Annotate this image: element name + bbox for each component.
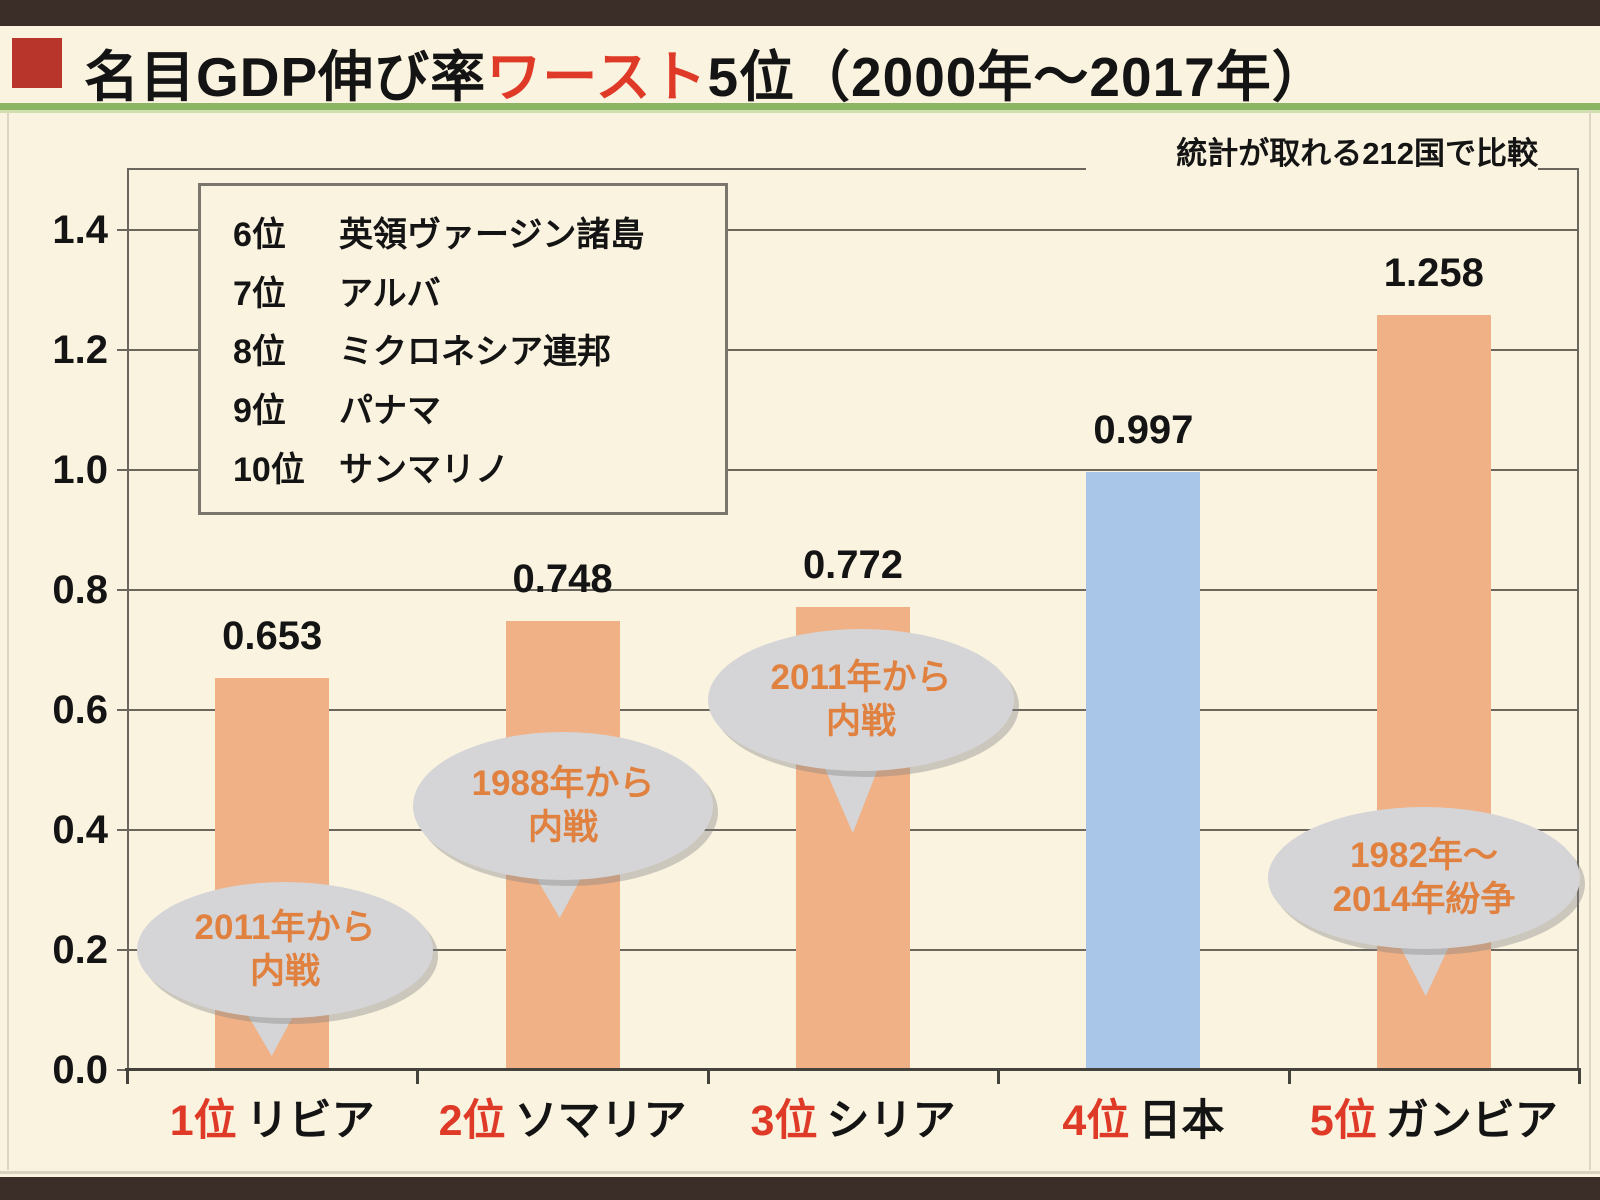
bottom-frame-bar <box>0 1177 1600 1200</box>
title-highlight: ワースト <box>486 46 708 108</box>
x-label-rank: 2位 <box>438 1097 506 1145</box>
y-tick-label: 0.0 <box>52 1048 108 1092</box>
y-tick-mark <box>117 709 127 711</box>
y-tick-mark <box>117 469 127 471</box>
bar-value-label: 0.772 <box>802 542 904 587</box>
x-axis-label: 4位 日本 <box>998 1086 1288 1148</box>
y-tick-mark <box>117 949 127 951</box>
bar-value-label: 0.997 <box>1093 407 1194 452</box>
x-label-rank: 4位 <box>1062 1097 1130 1145</box>
legend-row: 10位 サンマリノ <box>233 442 717 491</box>
legend-name: ミクロネシア連邦 <box>339 333 611 372</box>
y-tick-mark <box>117 349 127 351</box>
plot-area <box>127 168 1579 1070</box>
x-label-name: ソマリア <box>514 1097 687 1145</box>
speech-bubble-text: 内戦 <box>527 808 598 847</box>
legend-name: サンマリノ <box>339 451 509 490</box>
x-boundary-tick <box>706 1070 710 1084</box>
x-label-rank: 5位 <box>1309 1097 1377 1145</box>
y-tick-label: 1.0 <box>52 448 108 492</box>
title-prefix: 名目GDP伸び率 <box>84 46 487 108</box>
bar-value-label: 0.748 <box>512 557 613 602</box>
speech-bubble-text: 2011年から <box>194 908 376 948</box>
legend-rank: 6位 <box>233 215 286 254</box>
x-axis-line <box>125 1068 1581 1071</box>
ranking-legend-box: 6位 英領ヴァージン諸島 7位 アルバ 8位 ミクロネシア連邦 9位 パナマ 10位 サンマリノ <box>198 183 728 515</box>
slide-right-edge <box>1589 110 1591 1170</box>
speech-bubble-text: 2014年紛争 <box>1332 880 1516 919</box>
x-boundary-tick <box>1578 1070 1581 1084</box>
y-tick-label: 1.4 <box>52 208 108 252</box>
title-bullet-square <box>12 38 62 88</box>
gridline-1.0 <box>129 469 1577 471</box>
gridline-0.8 <box>129 589 1577 591</box>
y-tick-mark <box>117 589 127 591</box>
speech-bubble: 2011年から 内戦 <box>137 882 433 1018</box>
slide-bottom-edge <box>0 1171 1600 1174</box>
gridline-1.2 <box>129 349 1577 351</box>
y-tick-mark <box>117 229 127 231</box>
slide-left-edge <box>7 110 9 1170</box>
x-axis-label: 1位 リビア <box>127 1086 417 1148</box>
legend-name: アルバ <box>339 274 441 313</box>
speech-bubble: 1988年から 内戦 <box>413 732 713 880</box>
y-tick-label: 0.4 <box>52 808 108 852</box>
title-suffix: 5位（2000年〜2017年） <box>707 46 1328 108</box>
x-label-name: リビア <box>245 1097 375 1145</box>
legend-row: 6位 英領ヴァージン諸島 <box>233 207 717 256</box>
title-divider-line <box>0 103 1600 113</box>
bar-rank-4 <box>1086 471 1201 1070</box>
x-boundary-tick <box>1287 1070 1291 1084</box>
legend-rank: 7位 <box>233 274 286 313</box>
x-label-rank: 3位 <box>750 1097 818 1145</box>
y-tick-mark <box>117 1069 127 1071</box>
legend-row: 7位 アルバ <box>233 266 717 315</box>
x-label-rank: 1位 <box>169 1097 237 1145</box>
y-tick-mark <box>117 829 127 831</box>
bar-value-label: 1.258 <box>1383 251 1484 296</box>
x-label-name: シリア <box>826 1097 956 1145</box>
x-axis-label: 5位 ガンビア <box>1289 1086 1579 1148</box>
x-label-name: ガンビア <box>1385 1097 1558 1145</box>
legend-rank: 9位 <box>233 392 286 431</box>
speech-bubble: 1982年〜 2014年紛争 <box>1268 807 1580 949</box>
legend-name: 英領ヴァージン諸島 <box>339 215 645 254</box>
speech-bubble-text: 内戦 <box>825 702 896 741</box>
page-title: 名目GDP伸び率ワースト5位（2000年〜2017年） <box>84 32 1328 112</box>
x-boundary-tick <box>997 1070 1001 1084</box>
x-axis-label: 2位 ソマリア <box>417 1086 707 1148</box>
legend-rank: 8位 <box>233 333 286 372</box>
y-tick-label: 1.2 <box>52 328 108 372</box>
legend-row: 9位 パナマ <box>233 383 717 432</box>
x-boundary-tick <box>416 1070 420 1084</box>
speech-bubble-text: 内戦 <box>249 952 320 991</box>
y-tick-label: 0.8 <box>52 568 108 612</box>
speech-bubble: 2011年から 内戦 <box>708 629 1014 771</box>
legend-rank: 10位 <box>233 451 305 490</box>
x-label-name: 日本 <box>1138 1097 1225 1145</box>
legend-row: 8位 ミクロネシア連邦 <box>233 324 717 373</box>
y-tick-label: 0.6 <box>52 688 108 732</box>
speech-bubble-text: 2011年から <box>770 658 952 698</box>
speech-bubble-text: 1988年から <box>471 764 655 804</box>
bar-value-label: 0.653 <box>222 614 323 659</box>
x-boundary-tick <box>126 1070 129 1084</box>
speech-bubble-text: 1982年〜 <box>1350 836 1498 876</box>
x-axis-label: 3位 シリア <box>708 1086 998 1148</box>
y-tick-label: 0.2 <box>52 928 108 972</box>
top-frame-bar <box>0 0 1600 26</box>
gridline-1.4 <box>129 229 1577 231</box>
comparison-note: 統計が取れる212国で比較 <box>1086 131 1538 177</box>
legend-name: パナマ <box>339 392 441 431</box>
